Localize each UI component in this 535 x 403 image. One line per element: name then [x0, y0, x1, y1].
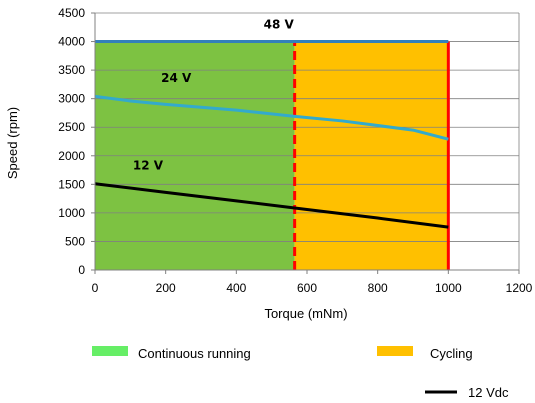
legend-label-12-vdc: 12 Vdc: [468, 385, 509, 400]
series-lines: [94, 40, 449, 229]
x-tick-label-200: 200: [156, 281, 176, 295]
legend-label-continuous-running: Continuous running: [138, 346, 251, 361]
y-tick-labels: 0 500 1000 1500 2000 2500 3000 3500 4000 4500: [58, 6, 85, 277]
y-tick-label-3500: 3500: [58, 63, 85, 77]
y-axis-label: Speed (rpm): [5, 107, 20, 179]
series-line-24-v: [94, 94, 449, 141]
series-line-12-v: [94, 182, 449, 229]
legend-swatch-continuous-running: [92, 346, 128, 356]
y-tick-label-500: 500: [65, 234, 85, 248]
series-label-24-v: 24 V: [161, 71, 192, 85]
y-tick-label-1500: 1500: [58, 177, 85, 191]
x-axis-label: Torque (mNm): [264, 306, 347, 321]
x-tick-labels: 0 200 400 600 800 1000 1200: [92, 281, 533, 295]
x-tick-label-800: 800: [368, 281, 388, 295]
y-tick-label-2500: 2500: [58, 120, 85, 134]
y-tick-label-3000: 3000: [58, 92, 85, 106]
y-tick-label-4000: 4000: [58, 35, 85, 49]
limit-lines: [293, 41, 450, 270]
x-tick-label-1200: 1200: [506, 281, 533, 295]
voltage-labels: 12 V 24 V 48 V: [133, 17, 295, 172]
series-label-48-v: 48 V: [264, 17, 295, 31]
x-tick-label-0: 0: [92, 281, 99, 295]
x-tick-label-600: 600: [297, 281, 317, 295]
axes: [91, 12, 520, 274]
y-tick-label-1000: 1000: [58, 206, 85, 220]
x-tick-label-400: 400: [226, 281, 246, 295]
legend: Continuous running Cycling 12 Vdc: [92, 346, 509, 400]
y-tick-label-4500: 4500: [58, 6, 85, 20]
y-tick-label-0: 0: [78, 263, 85, 277]
legend-swatch-cycling: [377, 346, 413, 356]
legend-label-cycling: Cycling: [430, 346, 473, 361]
series-label-12-v: 12 V: [133, 158, 164, 172]
y-tick-label-2000: 2000: [58, 149, 85, 163]
x-tick-label-1000: 1000: [435, 281, 462, 295]
